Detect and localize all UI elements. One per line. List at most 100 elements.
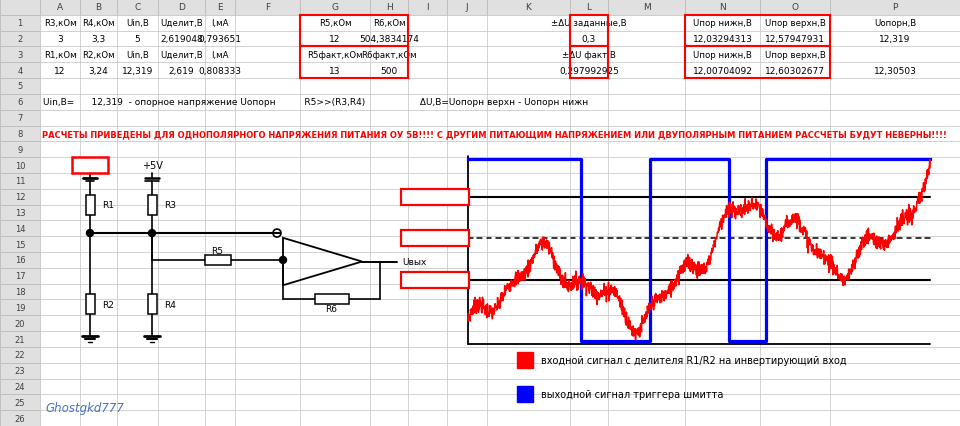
Bar — [370, 284, 408, 300]
Bar — [487, 0, 570, 16]
Text: 3: 3 — [17, 51, 23, 60]
Bar — [487, 47, 570, 63]
Bar — [158, 331, 205, 347]
Bar — [40, 316, 80, 331]
Bar — [80, 173, 117, 189]
Bar — [685, 394, 760, 410]
Bar — [570, 79, 608, 95]
Bar — [80, 0, 117, 16]
Text: 0,808333: 0,808333 — [199, 66, 242, 75]
Bar — [205, 79, 235, 95]
Text: 504,3834174: 504,3834174 — [359, 35, 419, 44]
Text: Uпор верхн,B: Uпор верхн,B — [764, 51, 826, 60]
Bar — [830, 95, 960, 110]
Bar — [760, 63, 830, 79]
Text: 19: 19 — [14, 303, 25, 312]
Bar — [205, 410, 235, 426]
Bar — [158, 95, 205, 110]
Text: R5факт,кОм: R5факт,кОм — [307, 51, 363, 60]
Bar — [235, 300, 300, 316]
Bar — [117, 379, 158, 394]
Bar — [608, 158, 685, 173]
Bar — [80, 316, 117, 331]
Text: R2: R2 — [102, 300, 114, 309]
Bar — [0, 331, 40, 347]
Bar — [685, 268, 760, 284]
Bar — [608, 126, 685, 142]
Bar — [447, 363, 487, 379]
Text: Uпор нижн,B: Uпор нижн,B — [693, 19, 752, 28]
Bar — [205, 95, 235, 110]
Bar — [205, 158, 235, 173]
Text: 10: 10 — [14, 161, 25, 170]
Bar — [235, 237, 300, 253]
Bar — [158, 300, 205, 316]
Bar — [830, 284, 960, 300]
Text: РАСЧЕТЫ ПРИВЕДЕНЫ ДЛЯ ОДНОПОЛЯРНОГО НАПРЯЖЕНИЯ ПИТАНИЯ ОУ 5В!!!! С ДРУГИМ ПИТАЮЩ: РАСЧЕТЫ ПРИВЕДЕНЫ ДЛЯ ОДНОПОЛЯРНОГО НАПР… — [42, 130, 947, 138]
Bar — [447, 189, 487, 205]
Bar — [830, 394, 960, 410]
Bar — [117, 300, 158, 316]
Text: I,мА: I,мА — [211, 51, 228, 60]
Bar — [0, 158, 40, 173]
Bar — [158, 221, 205, 237]
Bar — [408, 284, 447, 300]
Bar — [205, 316, 235, 331]
Bar — [158, 189, 205, 205]
Bar — [0, 221, 40, 237]
Text: B: B — [95, 3, 102, 12]
Bar — [447, 316, 487, 331]
Text: R3: R3 — [164, 201, 176, 210]
Bar — [570, 284, 608, 300]
Bar — [570, 63, 608, 79]
Bar — [80, 158, 117, 173]
Bar — [235, 0, 300, 16]
Bar — [517, 352, 533, 368]
Bar — [80, 47, 117, 63]
Bar — [205, 47, 235, 63]
Text: ±ΔU факт,B: ±ΔU факт,B — [562, 51, 616, 60]
Text: входной сигнал с делителя R1/R2 на инвертирующий вход: входной сигнал с делителя R1/R2 на инвер… — [541, 355, 847, 365]
Bar — [205, 173, 235, 189]
Bar — [760, 284, 830, 300]
Bar — [570, 347, 608, 363]
Bar — [760, 189, 830, 205]
Bar — [370, 79, 408, 95]
Bar — [408, 95, 447, 110]
Bar — [608, 95, 685, 110]
Bar — [158, 173, 205, 189]
Bar — [685, 237, 760, 253]
Text: M: M — [642, 3, 650, 12]
Bar — [408, 32, 447, 47]
Bar — [570, 189, 608, 205]
Bar — [830, 142, 960, 158]
Bar — [40, 110, 80, 126]
Bar — [570, 410, 608, 426]
Bar — [685, 331, 760, 347]
Bar — [487, 95, 570, 110]
Text: 25: 25 — [14, 398, 25, 407]
Text: 7: 7 — [17, 114, 23, 123]
Text: R5: R5 — [211, 247, 224, 256]
Bar — [235, 410, 300, 426]
Bar — [830, 158, 960, 173]
Bar — [80, 284, 117, 300]
Bar — [685, 173, 760, 189]
Bar — [204, 255, 230, 265]
Bar — [80, 363, 117, 379]
Bar — [40, 79, 80, 95]
Bar — [158, 158, 205, 173]
Bar — [830, 221, 960, 237]
Bar — [760, 268, 830, 284]
Bar — [158, 110, 205, 126]
Bar — [0, 316, 40, 331]
Bar — [80, 253, 117, 268]
Bar — [760, 142, 830, 158]
Bar — [300, 142, 370, 158]
Text: Uвых: Uвых — [402, 257, 426, 266]
Bar — [370, 126, 408, 142]
Bar — [0, 284, 40, 300]
Bar — [148, 195, 156, 215]
Bar — [80, 32, 117, 47]
Bar — [487, 363, 570, 379]
